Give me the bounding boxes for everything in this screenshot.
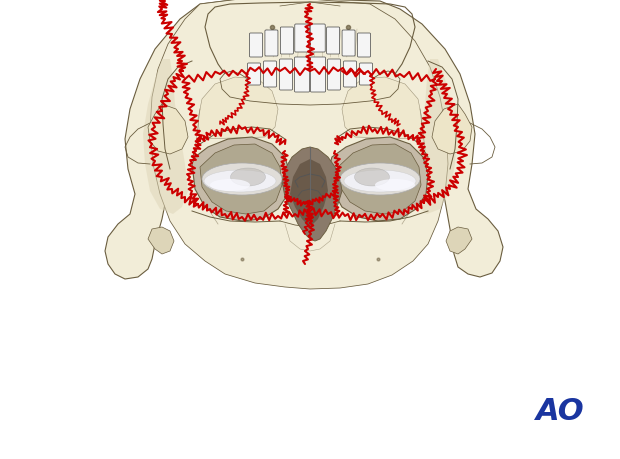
- Ellipse shape: [355, 168, 389, 186]
- FancyBboxPatch shape: [343, 61, 356, 87]
- FancyBboxPatch shape: [310, 24, 326, 52]
- Polygon shape: [282, 147, 342, 241]
- Polygon shape: [200, 144, 282, 214]
- FancyBboxPatch shape: [360, 63, 373, 85]
- FancyBboxPatch shape: [294, 57, 309, 92]
- FancyBboxPatch shape: [264, 61, 277, 87]
- Ellipse shape: [375, 179, 415, 191]
- FancyBboxPatch shape: [280, 59, 293, 90]
- FancyBboxPatch shape: [247, 63, 260, 85]
- Polygon shape: [143, 59, 188, 214]
- Ellipse shape: [202, 163, 282, 195]
- Polygon shape: [198, 77, 278, 139]
- Polygon shape: [330, 137, 428, 221]
- Polygon shape: [342, 77, 422, 139]
- Polygon shape: [412, 59, 457, 214]
- FancyBboxPatch shape: [265, 30, 278, 56]
- Polygon shape: [148, 227, 174, 254]
- Polygon shape: [148, 104, 188, 154]
- FancyBboxPatch shape: [280, 27, 293, 54]
- FancyBboxPatch shape: [327, 27, 340, 54]
- Polygon shape: [338, 144, 421, 214]
- Polygon shape: [105, 0, 503, 279]
- FancyBboxPatch shape: [294, 24, 310, 52]
- Polygon shape: [192, 137, 290, 221]
- Ellipse shape: [344, 170, 416, 192]
- FancyBboxPatch shape: [311, 57, 326, 92]
- Text: AO: AO: [536, 397, 584, 425]
- FancyBboxPatch shape: [249, 33, 262, 57]
- Ellipse shape: [340, 163, 420, 195]
- Ellipse shape: [210, 179, 250, 191]
- FancyBboxPatch shape: [327, 59, 340, 90]
- Polygon shape: [432, 104, 472, 154]
- Polygon shape: [150, 0, 448, 289]
- FancyBboxPatch shape: [358, 33, 371, 57]
- Polygon shape: [290, 159, 328, 227]
- FancyBboxPatch shape: [342, 30, 355, 56]
- Ellipse shape: [231, 168, 265, 186]
- Ellipse shape: [204, 170, 276, 192]
- Polygon shape: [446, 227, 472, 254]
